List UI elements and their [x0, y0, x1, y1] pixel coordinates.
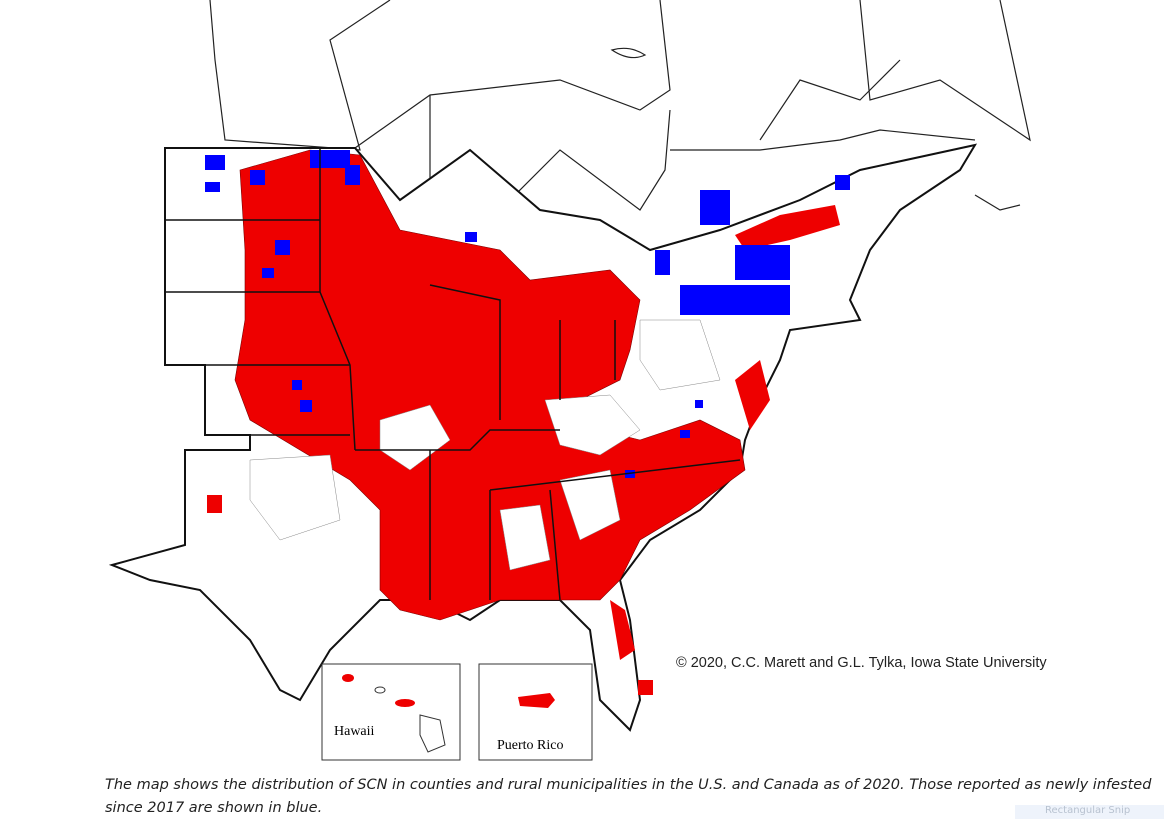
scn-map: Hawaii Puerto Rico © 2020, C.C. Marett a… [108, 0, 1047, 761]
inset-frame [478, 663, 593, 761]
puerto-rico [518, 693, 555, 708]
infested-region [735, 360, 770, 430]
infested-region [735, 205, 840, 250]
infested-region [610, 600, 635, 660]
hawaii-islands [342, 674, 446, 753]
inset-label: Puerto Rico [497, 738, 564, 753]
credit: © 2020, C.C. Marett and G.L. Tylka, Iowa… [676, 655, 1047, 671]
inset-label: Hawaii [334, 724, 375, 739]
caption: The map shows the distribution of SCN in… [105, 777, 1152, 816]
infested-region [638, 680, 653, 695]
infested-region [207, 495, 222, 513]
snip-overlay: Rectangular Snip [1015, 805, 1164, 819]
uninfested-areas [249, 319, 721, 571]
new-infestations [205, 150, 850, 478]
state-borders [165, 148, 741, 601]
